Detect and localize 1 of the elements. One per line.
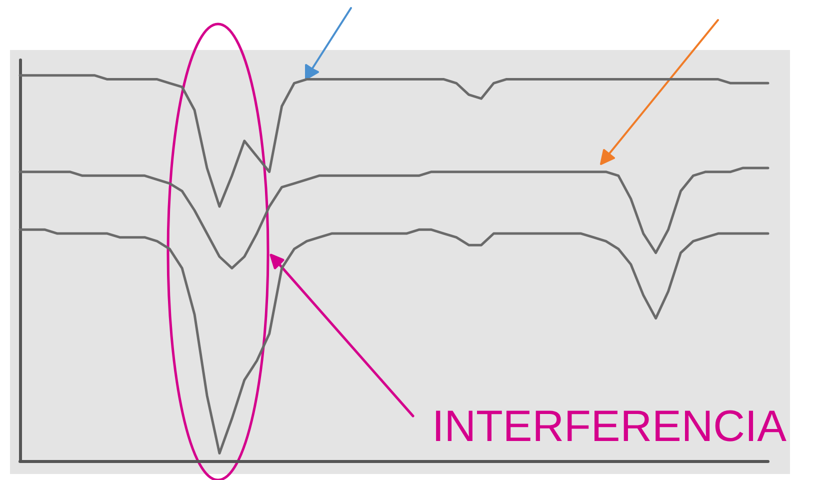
annotation: INTERFERENCIA: [432, 402, 786, 452]
